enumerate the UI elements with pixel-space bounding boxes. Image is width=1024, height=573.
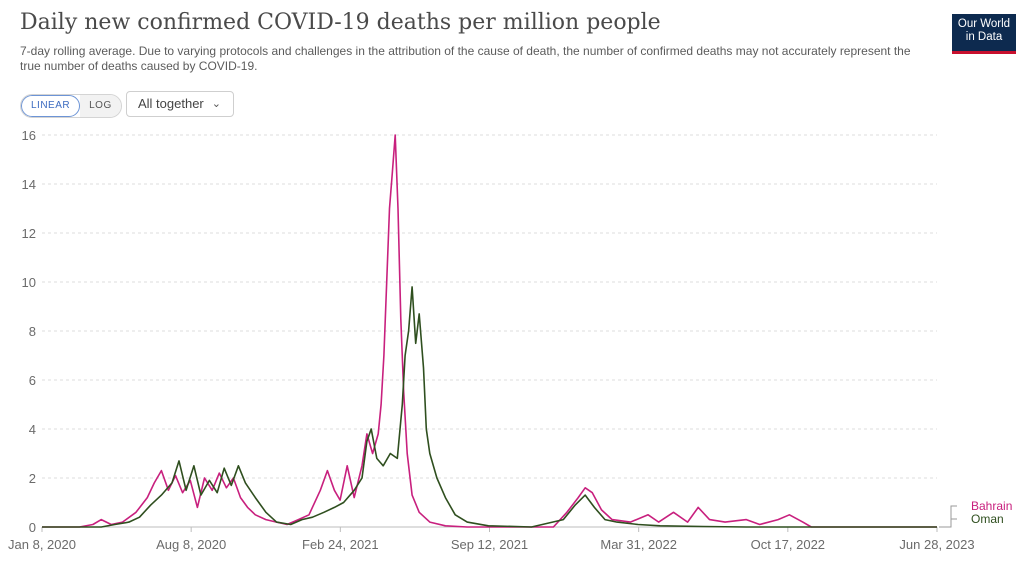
- dropdown-value: All together: [138, 96, 204, 111]
- chart-title: Daily new confirmed COVID-19 deaths per …: [20, 10, 661, 35]
- y-tick-label: 8: [29, 324, 36, 339]
- series-line-oman: [42, 286, 937, 528]
- y-tick-label: 10: [22, 275, 36, 290]
- legend-label-oman: Oman: [971, 512, 1004, 526]
- x-tick-label: Aug 8, 2020: [156, 537, 226, 552]
- x-tick-label: Feb 24, 2021: [302, 537, 379, 552]
- series-line-bahrain: [42, 134, 937, 528]
- y-tick-label: 0: [29, 520, 36, 535]
- legend-connector: [939, 518, 957, 528]
- y-tick-label: 2: [29, 471, 36, 486]
- scale-toggle: LINEAR LOG: [20, 94, 122, 118]
- y-tick-label: 14: [22, 177, 36, 192]
- y-tick-label: 4: [29, 422, 36, 437]
- owid-logo[interactable]: Our World in Data: [952, 14, 1016, 54]
- x-tick-label: Sep 12, 2021: [451, 537, 528, 552]
- y-tick-label: 6: [29, 373, 36, 388]
- chart-subtitle: 7-day rolling average. Due to varying pr…: [20, 44, 911, 73]
- x-tick-label: Jan 8, 2020: [8, 537, 76, 552]
- linear-scale-button[interactable]: LINEAR: [21, 95, 81, 117]
- x-tick-label: Oct 17, 2022: [751, 537, 825, 552]
- entity-mode-dropdown[interactable]: All together ⌄: [126, 91, 234, 117]
- log-scale-button[interactable]: LOG: [80, 95, 121, 117]
- legend-connector: [939, 505, 957, 528]
- logo-line-1: Our World: [957, 18, 1011, 30]
- logo-line-2: in Data: [965, 31, 1003, 43]
- y-tick-label: 16: [22, 128, 36, 143]
- legend-label-bahrain: Bahrain: [971, 499, 1012, 513]
- x-tick-label: Mar 31, 2022: [600, 537, 677, 552]
- chevron-down-icon: ⌄: [211, 98, 221, 110]
- y-tick-label: 12: [22, 226, 36, 241]
- x-tick-label: Jun 28, 2023: [899, 537, 974, 552]
